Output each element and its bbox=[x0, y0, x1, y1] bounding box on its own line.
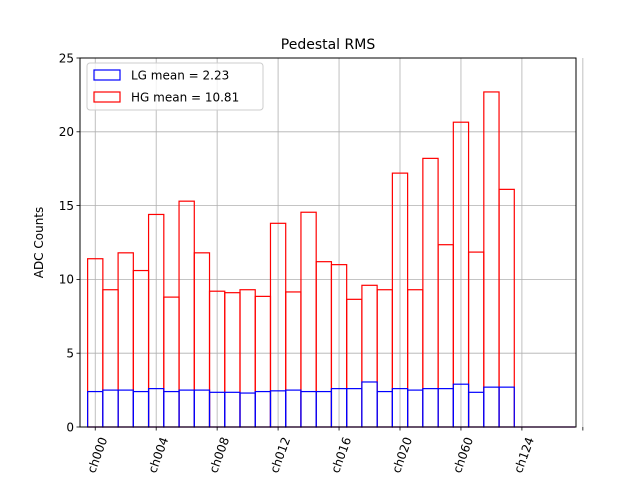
lg-bar bbox=[346, 388, 363, 428]
lg-bar bbox=[193, 389, 211, 428]
y-tick-label: 5 bbox=[66, 347, 74, 361]
hg-bar bbox=[483, 91, 500, 428]
x-tick-label: ch016 bbox=[328, 435, 354, 475]
lg-bar bbox=[102, 389, 119, 428]
lg-bar bbox=[178, 389, 195, 428]
hg-bar bbox=[376, 289, 393, 428]
hg-bar bbox=[407, 289, 424, 428]
lg-bar bbox=[163, 390, 180, 428]
hg-bar bbox=[498, 188, 515, 428]
lg-bar bbox=[254, 390, 272, 428]
x-tick-label: ch000 bbox=[84, 435, 110, 475]
legend-label: LG mean = 2.23 bbox=[131, 69, 229, 83]
legend-swatch bbox=[93, 91, 121, 103]
y-axis-label: ADC Counts bbox=[32, 207, 46, 279]
hg-bar bbox=[254, 295, 272, 428]
chart-title: Pedestal RMS bbox=[281, 37, 376, 53]
hg-bar bbox=[193, 252, 211, 428]
hg-bar bbox=[239, 289, 256, 428]
hg-bar bbox=[361, 284, 378, 428]
legend: LG mean = 2.23 HG mean = 10.81 bbox=[86, 62, 264, 111]
hg-bar bbox=[285, 291, 302, 428]
hg-bar bbox=[224, 292, 241, 428]
legend-box bbox=[86, 62, 264, 111]
y-tick-label: 25 bbox=[59, 51, 74, 65]
hg-bar bbox=[117, 252, 134, 428]
hg-bar bbox=[132, 269, 150, 428]
lg-bar bbox=[437, 388, 454, 428]
y-tick-label: 20 bbox=[59, 125, 74, 139]
lg-bar bbox=[361, 381, 378, 428]
lg-bar bbox=[132, 390, 150, 428]
x-tick-label: ch012 bbox=[267, 435, 293, 475]
hg-bar bbox=[437, 244, 454, 428]
y-tick-label: 10 bbox=[59, 273, 74, 287]
lg-bar bbox=[498, 386, 515, 428]
lg-bar bbox=[422, 388, 439, 428]
lg-bar bbox=[407, 389, 424, 428]
legend-swatch bbox=[93, 69, 121, 81]
hg-bar bbox=[178, 200, 195, 428]
lg-bar bbox=[117, 389, 134, 428]
plot-frame bbox=[79, 57, 577, 428]
lg-bar bbox=[467, 391, 485, 428]
lg-bar bbox=[483, 386, 500, 428]
x-tick-label: ch008 bbox=[206, 435, 232, 475]
lg-bar bbox=[224, 391, 241, 428]
hg-bar bbox=[467, 251, 485, 428]
lg-bar bbox=[376, 390, 393, 428]
x-tick-label: ch060 bbox=[450, 435, 476, 475]
hg-bar bbox=[346, 298, 363, 428]
y-tick-label: 15 bbox=[59, 199, 74, 213]
x-tick-label: ch004 bbox=[145, 435, 171, 475]
x-tick-label: ch124 bbox=[511, 435, 537, 475]
hg-bar bbox=[102, 289, 119, 428]
y-tick-label: 0 bbox=[66, 420, 74, 434]
hg-bars bbox=[87, 91, 576, 428]
lg-bar bbox=[300, 390, 317, 428]
hg-bar bbox=[422, 157, 439, 428]
lg-bar bbox=[239, 392, 256, 428]
lg-bars bbox=[87, 381, 576, 428]
hg-bar bbox=[300, 211, 317, 428]
x-tick-label: ch020 bbox=[389, 435, 415, 475]
axis-ticks: 0 5 10 15 20 25 ch000 ch004 ch008 ch012 ch016 ch020… bbox=[59, 51, 584, 475]
hg-bar bbox=[315, 261, 333, 428]
legend-label: HG mean = 10.81 bbox=[131, 91, 239, 105]
lg-bar bbox=[285, 389, 302, 428]
hg-bar bbox=[163, 296, 180, 428]
lg-bar bbox=[315, 390, 333, 428]
